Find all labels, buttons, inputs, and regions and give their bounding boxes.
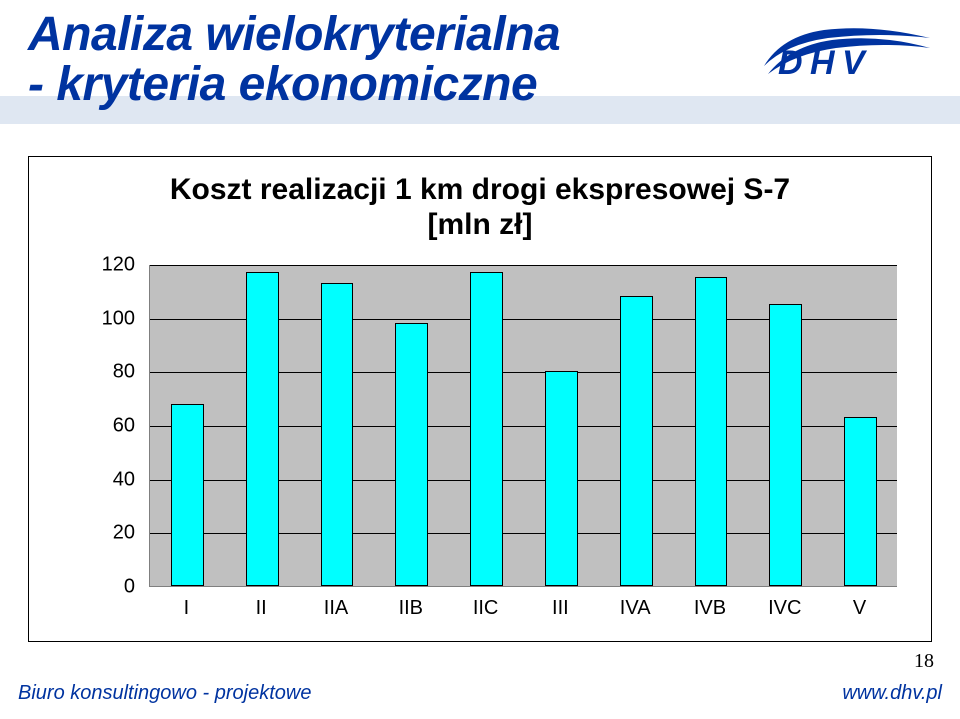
slide-title: Analiza wielokryterialna - kryteria ekon… [28, 10, 560, 111]
bar [321, 283, 354, 586]
x-tick-label: IVC [768, 597, 801, 620]
x-tick-label: IIA [324, 597, 348, 620]
x-tick-label: V [853, 597, 866, 620]
bar [246, 272, 279, 586]
chart-title-line-2: [mln zł] [428, 208, 533, 241]
footer-left: Biuro konsultingowo - projektowe [18, 682, 312, 705]
chart-title-line-1: Koszt realizacji 1 km drogi ekspresowej … [170, 173, 790, 206]
y-tick-label: 40 [113, 468, 135, 491]
y-axis: 020406080100120 [89, 265, 143, 587]
bar [769, 304, 802, 586]
slide: Analiza wielokryterialna - kryteria ekon… [0, 0, 960, 719]
bar [844, 417, 877, 586]
x-tick-label: II [256, 597, 267, 620]
title-line-1: Analiza wielokryterialna [28, 8, 560, 61]
x-tick-label: IIB [399, 597, 423, 620]
bar [695, 277, 728, 586]
y-tick-label: 100 [102, 307, 135, 330]
footer-right: www.dhv.pl [842, 682, 942, 705]
dhv-logo: D H V [762, 18, 932, 82]
x-tick-label: I [184, 597, 190, 620]
grid-line [150, 265, 897, 266]
bar [545, 371, 578, 586]
bar [395, 323, 428, 586]
y-tick-label: 20 [113, 522, 135, 545]
y-tick-label: 60 [113, 415, 135, 438]
y-tick-label: 80 [113, 361, 135, 384]
chart-frame: Koszt realizacji 1 km drogi ekspresowej … [28, 156, 932, 642]
chart-title: Koszt realizacji 1 km drogi ekspresowej … [29, 173, 931, 242]
y-tick-label: 120 [102, 254, 135, 277]
x-tick-label: IVB [694, 597, 726, 620]
bar [620, 296, 653, 586]
y-tick-label: 0 [124, 576, 135, 599]
bar [470, 272, 503, 586]
x-tick-label: III [552, 597, 569, 620]
bar [171, 404, 204, 586]
x-tick-label: IIC [473, 597, 499, 620]
svg-text:V: V [842, 44, 868, 82]
x-axis: IIIIIAIIBIICIIIIVAIVBIVCV [149, 591, 897, 627]
page-number: 18 [914, 650, 934, 673]
svg-text:D: D [778, 44, 803, 82]
title-line-2: - kryteria ekonomiczne [28, 58, 537, 111]
x-tick-label: IVA [620, 597, 651, 620]
plot-area [149, 265, 897, 587]
svg-text:H: H [810, 44, 836, 82]
